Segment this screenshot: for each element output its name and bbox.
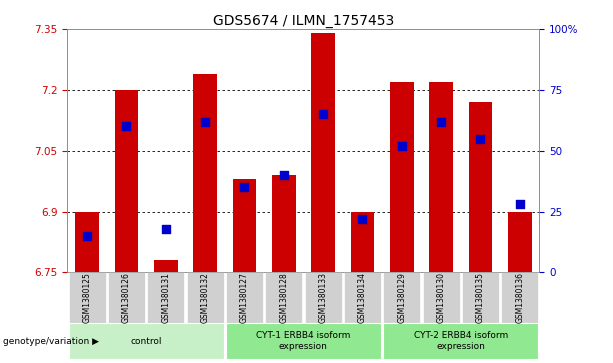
Point (200, 119, 210, 125)
Text: CYT-1 ERBB4 isoform
expression: CYT-1 ERBB4 isoform expression (256, 331, 351, 351)
Point (318, 111, 328, 117)
Point (82, 233, 92, 239)
Bar (311, 33, 335, 273)
Text: GSM1380134: GSM1380134 (358, 272, 367, 323)
Bar (108, 273, 145, 323)
Text: GSM1380127: GSM1380127 (240, 272, 249, 323)
Bar (226, 273, 263, 323)
Text: GSM1380132: GSM1380132 (200, 272, 210, 323)
Bar (344, 273, 381, 323)
Text: GSM1380131: GSM1380131 (161, 272, 170, 323)
Bar (265, 273, 302, 323)
Text: GSM1380130: GSM1380130 (436, 272, 446, 323)
Point (357, 216, 367, 222)
Point (240, 184, 249, 190)
Bar (462, 273, 499, 323)
Bar (422, 273, 460, 323)
Text: GSM1380133: GSM1380133 (319, 272, 327, 323)
Text: GSM1380126: GSM1380126 (122, 272, 131, 323)
Text: control: control (131, 337, 162, 346)
Bar (351, 212, 374, 273)
Bar (390, 82, 414, 273)
Bar (69, 323, 224, 359)
Bar (429, 82, 453, 273)
Bar (383, 323, 538, 359)
Point (397, 143, 406, 149)
Bar (193, 74, 217, 273)
Title: GDS5674 / ILMN_1757453: GDS5674 / ILMN_1757453 (213, 14, 394, 28)
Point (161, 226, 170, 232)
Bar (468, 102, 492, 273)
Bar (272, 175, 295, 273)
Bar (115, 90, 139, 273)
Point (476, 136, 485, 142)
Bar (75, 212, 99, 273)
Text: GSM1380128: GSM1380128 (280, 272, 288, 323)
Point (436, 119, 446, 125)
Point (279, 172, 289, 178)
Point (515, 201, 525, 207)
Bar (501, 273, 538, 323)
Text: GSM1380129: GSM1380129 (397, 272, 406, 323)
Text: CYT-2 ERBB4 isoform
expression: CYT-2 ERBB4 isoform expression (414, 331, 508, 351)
Bar (147, 273, 185, 323)
Bar (305, 273, 341, 323)
Bar (226, 323, 381, 359)
Text: genotype/variation ▶: genotype/variation ▶ (3, 337, 99, 346)
Bar (69, 273, 105, 323)
Text: GSM1380135: GSM1380135 (476, 272, 485, 323)
Bar (186, 273, 224, 323)
Point (121, 123, 131, 129)
Bar (154, 260, 178, 273)
Bar (233, 179, 256, 273)
Bar (383, 273, 421, 323)
Bar (508, 212, 531, 273)
Text: GSM1380125: GSM1380125 (83, 272, 91, 323)
Text: GSM1380136: GSM1380136 (516, 272, 524, 323)
